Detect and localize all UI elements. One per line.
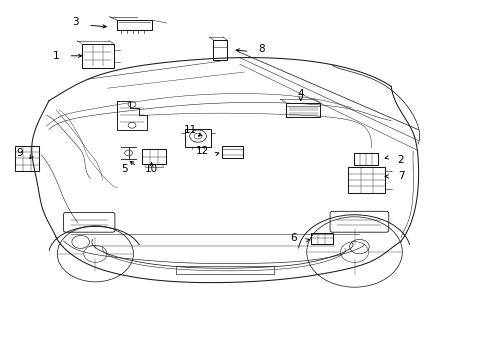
Bar — [15, 146, 39, 171]
Bar — [213, 40, 226, 59]
Text: 10: 10 — [145, 164, 158, 174]
Text: 1: 1 — [53, 51, 60, 61]
Bar — [285, 103, 320, 117]
Text: 6: 6 — [289, 233, 296, 243]
Bar — [347, 167, 384, 193]
Text: 5: 5 — [121, 164, 128, 174]
Bar — [222, 145, 242, 158]
Text: 2: 2 — [397, 155, 404, 165]
Text: 8: 8 — [258, 44, 264, 54]
Text: 4: 4 — [297, 89, 304, 99]
Text: 12: 12 — [196, 146, 209, 156]
Bar — [185, 129, 210, 147]
Bar — [82, 44, 113, 68]
Bar — [310, 233, 332, 244]
Text: 11: 11 — [183, 125, 197, 135]
Text: 9: 9 — [16, 148, 23, 158]
Bar — [142, 149, 165, 164]
Bar — [353, 153, 377, 165]
Bar — [117, 20, 152, 30]
Text: 3: 3 — [72, 17, 79, 27]
Text: 7: 7 — [397, 171, 404, 181]
